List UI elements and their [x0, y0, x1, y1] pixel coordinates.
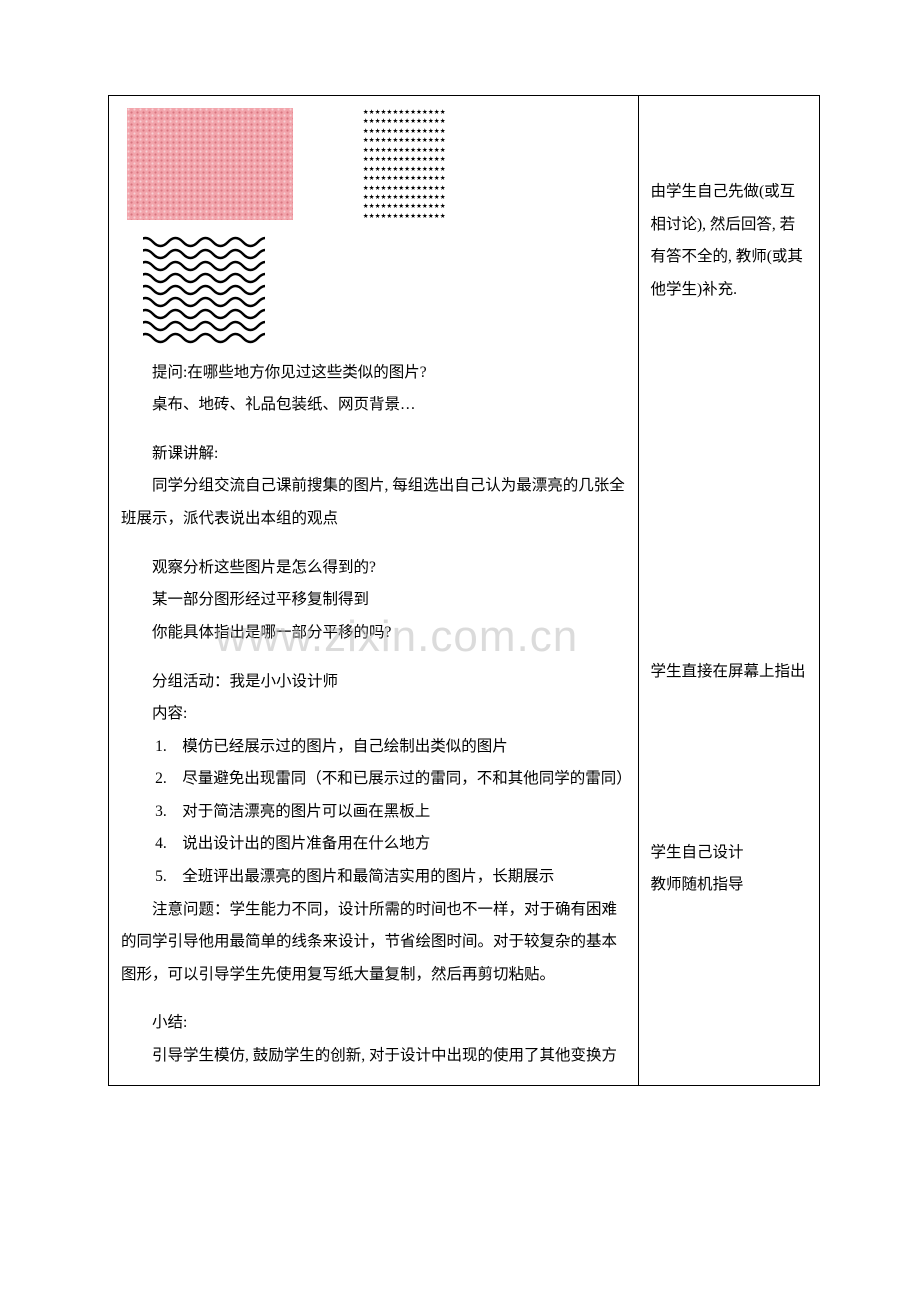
- note-paragraph: 注意问题：学生能力不同，设计所需的时间也不一样，对于确有困难的同学引导他用最简单…: [121, 894, 626, 992]
- document-page: www.zixin.com.cn ★★★★★: [0, 0, 920, 1302]
- section-heading-3: 内容:: [121, 698, 626, 731]
- spacer: [121, 991, 626, 1007]
- right-note-4: 教师随机指导: [651, 869, 807, 902]
- spacer: [651, 108, 807, 176]
- spacer: [121, 536, 626, 552]
- question-1: 提问:在哪些地方你见过这些类似的图片?: [121, 357, 626, 390]
- paragraph-1: 同学分组交流自己课前搜集的图片, 每组选出自己认为最漂亮的几张全班展示，派代表说…: [121, 470, 626, 535]
- list-item: 2. 尽量避免出现雷同（不和已展示过的雷同，不和其他同学的雷同）: [121, 763, 626, 796]
- spacer: [121, 649, 626, 665]
- paragraph-2: 引导学生模仿, 鼓励学生的创新, 对于设计中出现的使用了其他变换方: [121, 1040, 626, 1073]
- right-note-1: 由学生自己先做(或互相讨论), 然后回答, 若有答不全的, 教师(或其他学生)补…: [651, 176, 807, 306]
- list-item: 5. 全班评出最漂亮的图片和最简洁实用的图片，长期展示: [121, 861, 626, 894]
- list-item: 3. 对于简洁漂亮的图片可以画在黑板上: [121, 796, 626, 829]
- question-2: 观察分析这些图片是怎么得到的?: [121, 552, 626, 585]
- pattern-images-row: ★★★★★★★★★★★★★★ ★★★★★★★★★★★★★★ ★★★★★★★★★★…: [121, 108, 626, 226]
- star-grid-image: ★★★★★★★★★★★★★★ ★★★★★★★★★★★★★★ ★★★★★★★★★★…: [363, 108, 503, 226]
- left-cell: ★★★★★★★★★★★★★★ ★★★★★★★★★★★★★★ ★★★★★★★★★★…: [109, 96, 639, 1086]
- right-cell: 由学生自己先做(或互相讨论), 然后回答, 若有答不全的, 教师(或其他学生)补…: [638, 96, 819, 1086]
- list-item: 1. 模仿已经展示过的图片，自己绘制出类似的图片: [121, 731, 626, 764]
- section-heading-1: 新课讲解:: [121, 438, 626, 471]
- answer-1: 桌布、地砖、礼品包装纸、网页背景…: [121, 389, 626, 422]
- pink-pattern-image: [127, 108, 293, 220]
- right-note-3: 学生自己设计: [651, 837, 807, 870]
- spacer: [651, 689, 807, 837]
- section-heading-2: 分组活动：我是小小设计师: [121, 666, 626, 699]
- table-row: ★★★★★★★★★★★★★★ ★★★★★★★★★★★★★★ ★★★★★★★★★★…: [109, 96, 820, 1086]
- right-note-2: 学生直接在屏幕上指出: [651, 656, 807, 689]
- answer-2: 某一部分图形经过平移复制得到: [121, 584, 626, 617]
- list-item: 4. 说出设计出的图片准备用在什么地方: [121, 828, 626, 861]
- section-heading-4: 小结:: [121, 1007, 626, 1040]
- spacer: [651, 306, 807, 656]
- wave-pattern-image: [143, 236, 265, 344]
- spacer: [121, 422, 626, 438]
- question-3: 你能具体指出是哪一部分平移的吗?: [121, 617, 626, 650]
- lesson-table: ★★★★★★★★★★★★★★ ★★★★★★★★★★★★★★ ★★★★★★★★★★…: [108, 95, 820, 1086]
